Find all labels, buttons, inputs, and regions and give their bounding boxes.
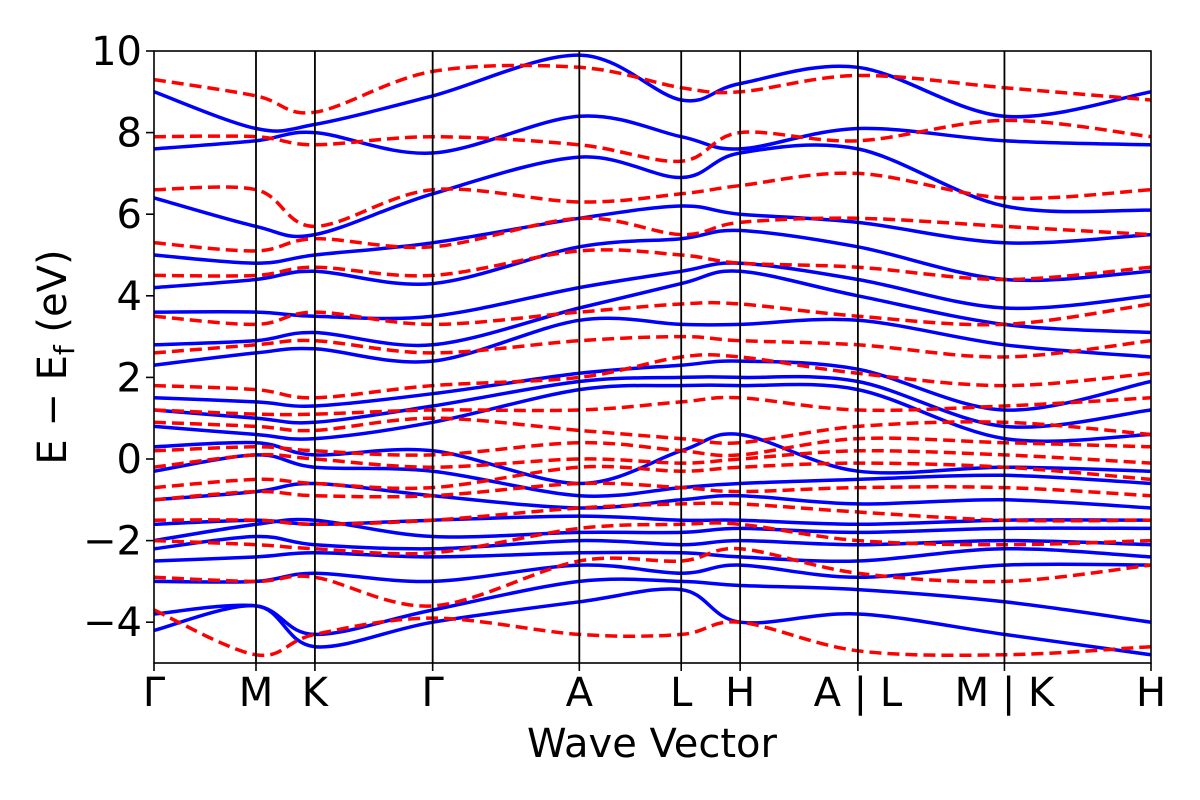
dashed-band-26 xyxy=(154,461,1151,491)
solid-band-16 xyxy=(154,228,1151,290)
x-tick-label: M | K xyxy=(955,670,1056,716)
dashed-band-25 xyxy=(154,481,1151,502)
dashed-band-30 xyxy=(154,395,1151,417)
band-lines xyxy=(154,53,1151,658)
x-tick-label: A | L xyxy=(814,670,903,716)
solid-band-11 xyxy=(154,374,1151,429)
x-tick-label: Γ xyxy=(422,670,445,716)
dashed-band-23 xyxy=(154,521,1151,556)
x-tick-label: M xyxy=(239,670,274,716)
solid-band-8 xyxy=(154,453,1151,498)
dashed-band-38 xyxy=(154,63,1151,115)
solid-band-20 xyxy=(154,53,1151,133)
dashed-band-34 xyxy=(154,248,1151,282)
y-tick-label: 0 xyxy=(117,437,142,483)
dashed-band-32 xyxy=(154,334,1151,359)
dashed-band-21 xyxy=(154,608,1151,658)
solid-band-15 xyxy=(154,261,1151,321)
x-axis-label: Wave Vector xyxy=(527,721,778,767)
solid-band-6 xyxy=(154,514,1151,527)
x-tick-label: H xyxy=(1136,670,1166,716)
x-tick-label: L xyxy=(670,670,693,716)
y-tick-label: 4 xyxy=(117,274,142,320)
y-tick-label: 6 xyxy=(117,192,142,238)
solid-band-1 xyxy=(154,577,1151,637)
x-tick-label: K xyxy=(302,670,330,716)
y-axis: −4 −2 0 2 4 6 8 10 xyxy=(83,29,154,646)
solid-band-14 xyxy=(154,269,1151,348)
dashed-band-27 xyxy=(154,448,1151,469)
y-tick-label: 10 xyxy=(91,29,142,75)
solid-band-13 xyxy=(154,316,1151,367)
x-tick-label: A xyxy=(566,670,594,716)
dashed-band-28 xyxy=(154,436,1151,458)
solid-band-10 xyxy=(154,382,1151,443)
solid-band-3 xyxy=(154,547,1151,564)
solid-band-5 xyxy=(154,517,1151,543)
dashed-band-33 xyxy=(154,300,1151,327)
dashed-band-31 xyxy=(154,352,1151,400)
y-axis-label-subscript: f xyxy=(48,344,81,355)
solid-band-0 xyxy=(154,587,1151,657)
dashed-band-37 xyxy=(154,118,1151,164)
solid-band-17 xyxy=(154,204,1151,265)
y-tick-label: −2 xyxy=(83,519,142,565)
solid-band-12 xyxy=(154,359,1151,412)
solid-band-4 xyxy=(154,534,1151,551)
y-axis-label-main: E − E xyxy=(30,355,76,465)
y-tick-label: 2 xyxy=(117,355,142,401)
solid-band-19 xyxy=(154,114,1151,155)
solid-band-18 xyxy=(154,143,1151,239)
dashed-band-36 xyxy=(154,171,1151,229)
x-tick-label: H xyxy=(725,670,755,716)
solid-band-2 xyxy=(154,562,1151,584)
y-tick-label: 8 xyxy=(117,111,142,157)
plot-frame xyxy=(153,50,1152,664)
x-tick-label: Γ xyxy=(143,670,166,716)
y-axis-label-unit: (eV) xyxy=(30,249,76,345)
dashed-band-29 xyxy=(154,416,1151,445)
y-tick-label: −4 xyxy=(83,600,142,646)
solid-band-9 xyxy=(154,432,1151,486)
y-axis-label: E − Ef (eV) xyxy=(30,249,81,464)
dashed-band-22 xyxy=(154,546,1151,608)
dashed-band-24 xyxy=(154,501,1151,527)
dashed-band-35 xyxy=(154,216,1151,253)
high-symmetry-lines xyxy=(255,51,1006,663)
